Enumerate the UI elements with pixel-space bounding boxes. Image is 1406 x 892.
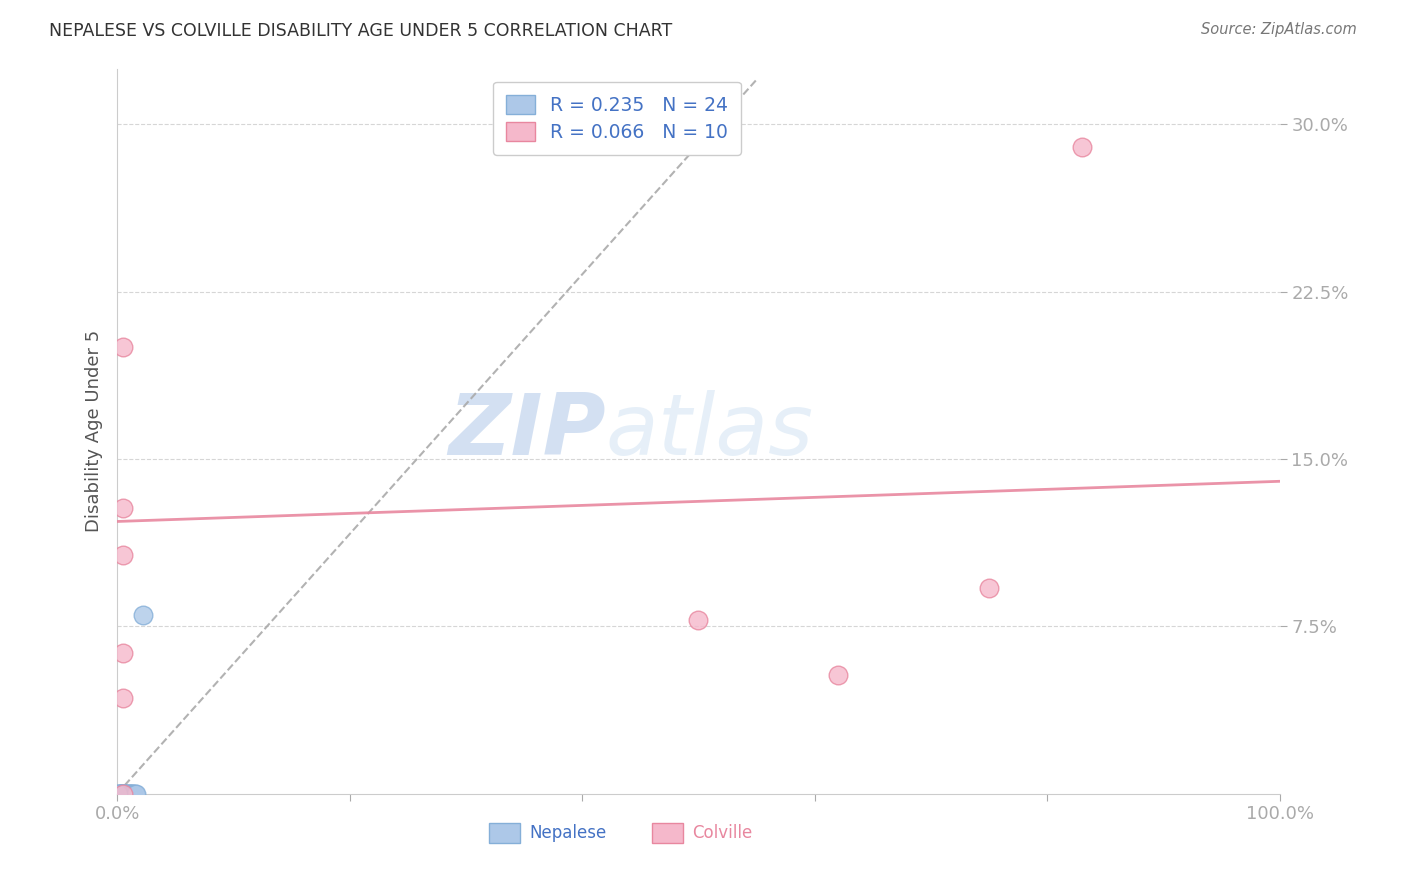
Point <box>114 787 136 801</box>
Point <box>111 787 134 801</box>
Point <box>124 787 146 801</box>
Point <box>125 787 148 801</box>
Point <box>118 787 141 801</box>
Point <box>132 608 155 623</box>
Point <box>111 646 134 660</box>
Point <box>111 787 134 801</box>
Point <box>688 613 710 627</box>
Point <box>977 582 1000 596</box>
Text: ZIP: ZIP <box>447 390 606 473</box>
Point <box>121 787 143 801</box>
Point <box>108 787 131 801</box>
Point <box>112 787 135 801</box>
Legend: R = 0.235   N = 24, R = 0.066   N = 10: R = 0.235 N = 24, R = 0.066 N = 10 <box>494 81 741 155</box>
Point <box>110 787 132 801</box>
Point <box>118 787 141 801</box>
Text: NEPALESE VS COLVILLE DISABILITY AGE UNDER 5 CORRELATION CHART: NEPALESE VS COLVILLE DISABILITY AGE UNDE… <box>49 22 672 40</box>
Point <box>117 787 139 801</box>
Point <box>111 340 134 354</box>
Point <box>111 501 134 516</box>
Point <box>114 787 136 801</box>
Point <box>111 787 134 801</box>
Point <box>120 787 142 801</box>
Point <box>112 787 135 801</box>
Point <box>115 787 138 801</box>
Point <box>111 787 134 801</box>
Text: Source: ZipAtlas.com: Source: ZipAtlas.com <box>1201 22 1357 37</box>
Point <box>111 690 134 705</box>
Point <box>111 548 134 562</box>
Point <box>107 787 129 801</box>
Text: atlas: atlas <box>606 390 814 473</box>
Point <box>110 787 132 801</box>
Point <box>111 787 134 801</box>
Point <box>827 668 849 682</box>
Point <box>111 787 134 801</box>
Text: Colville: Colville <box>693 824 752 842</box>
Point <box>107 787 129 801</box>
Point <box>1071 139 1094 153</box>
Text: Nepalese: Nepalese <box>530 824 607 842</box>
Y-axis label: Disability Age Under 5: Disability Age Under 5 <box>86 330 103 533</box>
Point <box>122 787 145 801</box>
